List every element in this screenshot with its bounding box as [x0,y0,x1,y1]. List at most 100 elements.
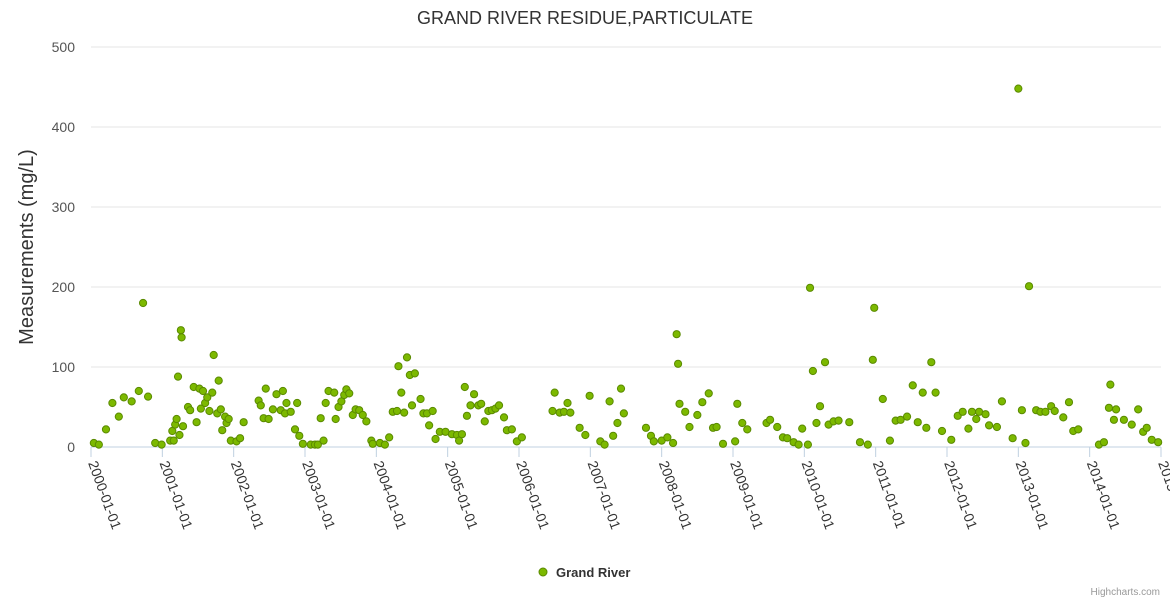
data-point[interactable] [609,431,618,440]
data-point[interactable] [469,390,479,399]
data-point[interactable] [178,422,188,431]
data-point[interactable] [1109,415,1119,424]
data-point[interactable] [997,397,1007,406]
data-point[interactable] [224,414,233,424]
data-point[interactable] [402,353,412,362]
data-point[interactable] [1106,380,1115,389]
data-point[interactable] [834,416,843,425]
data-point[interactable] [712,422,721,432]
data-point[interactable] [394,362,403,371]
data-point[interactable] [316,414,325,423]
data-point[interactable] [1059,413,1068,422]
data-point[interactable] [870,303,879,312]
data-point[interactable] [1014,84,1023,93]
data-point[interactable] [410,369,419,378]
data-point[interactable] [550,388,559,397]
data-point[interactable] [738,418,747,428]
data-point[interactable] [457,430,467,439]
data-point[interactable] [431,434,440,444]
data-point[interactable] [566,408,575,417]
data-point[interactable] [885,436,895,445]
data-point[interactable] [1119,415,1129,424]
data-point[interactable] [175,430,184,440]
data-point[interactable] [214,376,223,385]
data-point[interactable] [295,431,304,440]
legend-item-grand-river[interactable]: Grand River [556,565,630,580]
data-point[interactable] [235,434,245,443]
data-point[interactable] [101,425,111,434]
data-point[interactable] [499,413,509,422]
data-point[interactable] [203,393,212,402]
data-point[interactable] [205,406,214,416]
data-point[interactable] [1041,407,1050,416]
data-point[interactable] [937,426,947,436]
data-point[interactable] [605,397,614,406]
data-point[interactable] [805,283,815,292]
data-point[interactable] [462,411,472,420]
data-point[interactable] [845,418,854,427]
data-point[interactable] [1134,405,1143,414]
data-point[interactable] [1064,398,1074,407]
data-point[interactable] [321,398,330,408]
data-point[interactable] [517,433,526,442]
data-point[interactable] [616,384,626,393]
legend-marker[interactable] [538,567,548,577]
data-point[interactable] [176,326,185,335]
data-point[interactable] [218,426,227,435]
data-point[interactable] [685,422,694,432]
data-point[interactable] [1142,423,1151,432]
data-point[interactable] [380,440,389,449]
data-point[interactable] [282,398,291,408]
data-point[interactable] [400,408,409,417]
data-point[interactable] [138,298,148,308]
data-point[interactable] [331,414,340,424]
data-point[interactable] [681,407,690,416]
data-point[interactable] [918,388,927,397]
data-point[interactable] [798,424,807,433]
data-point[interactable] [290,425,300,434]
data-point[interactable] [773,422,782,432]
data-point[interactable] [172,414,181,424]
data-point[interactable] [319,436,328,445]
data-point[interactable] [362,417,371,426]
data-point[interactable] [345,389,354,398]
data-point[interactable] [902,412,912,421]
data-point[interactable] [878,394,887,404]
data-point[interactable] [619,409,628,418]
data-point[interactable] [143,392,153,401]
data-point[interactable] [718,439,728,448]
data-point[interactable] [119,393,128,402]
data-point[interactable] [1074,425,1083,434]
data-point[interactable] [416,394,425,404]
data-point[interactable] [1024,282,1034,291]
data-point[interactable] [460,382,469,392]
data-point[interactable] [600,440,609,449]
data-point[interactable] [1111,405,1121,414]
data-point[interactable] [286,407,295,416]
data-point[interactable] [947,435,956,444]
data-point[interactable] [765,415,775,424]
data-point[interactable] [896,415,905,424]
data-point[interactable] [425,421,434,430]
data-point[interactable] [581,430,590,440]
data-point[interactable] [984,421,994,430]
data-point[interactable] [672,330,681,339]
data-point[interactable] [913,418,922,427]
data-point[interactable] [127,397,136,406]
data-point[interactable] [641,423,651,432]
data-point[interactable] [908,381,917,390]
data-point[interactable] [992,422,1002,432]
data-point[interactable] [733,399,742,408]
data-point[interactable] [803,440,813,449]
data-point[interactable] [428,406,437,416]
legend[interactable]: Grand River [538,565,630,580]
data-point[interactable] [494,401,504,410]
data-point[interactable] [1154,438,1163,447]
data-point[interactable] [134,386,143,396]
data-point[interactable] [293,398,302,408]
data-point[interactable] [964,424,973,433]
data-point[interactable] [208,388,217,397]
data-point[interactable] [863,440,872,449]
data-point[interactable] [392,406,402,416]
data-point[interactable] [673,359,683,368]
